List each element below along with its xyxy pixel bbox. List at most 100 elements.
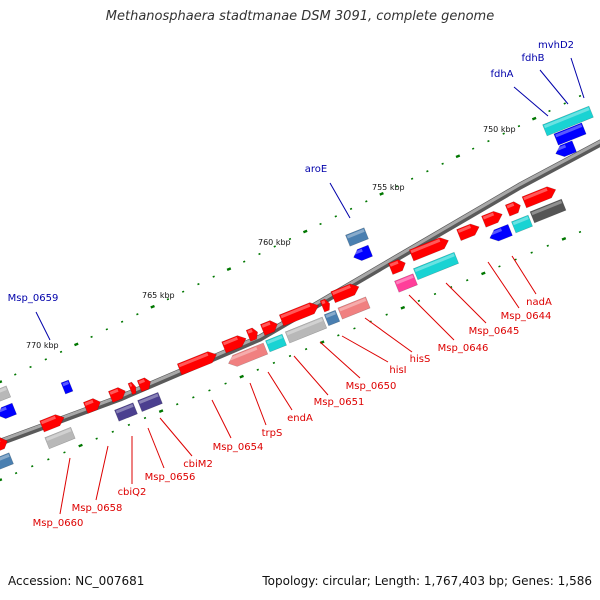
gene-label: cbiQ2 — [118, 487, 147, 498]
outer-tick-dot — [166, 298, 170, 301]
label-leader-line — [445, 282, 487, 324]
inner-tick-dot — [433, 292, 437, 296]
outer-tick-dot — [44, 358, 48, 361]
gene-label: Msp_0656 — [145, 472, 196, 483]
gene-feature — [345, 227, 369, 247]
gene-feature — [337, 296, 371, 320]
outer-tick-dot — [74, 342, 79, 347]
inner-tick-dot — [465, 279, 469, 282]
inner-tick-dot — [158, 409, 164, 413]
gene-feature — [260, 320, 278, 336]
gene-feature — [284, 316, 328, 344]
label-leader-line — [513, 86, 549, 117]
gene-feature — [44, 426, 76, 450]
label-leader-line — [539, 69, 569, 105]
gene-label: trpS — [262, 428, 283, 439]
outer-tick-dot — [288, 237, 292, 241]
gene-label: hisI — [389, 365, 406, 376]
inner-tick-dot — [481, 271, 486, 276]
label-leader-line — [211, 399, 232, 439]
gene-label: Msp_0658 — [72, 503, 123, 514]
inner-tick-dot — [578, 230, 582, 234]
kbp-tick-label: 760 kbp — [258, 238, 291, 247]
outer-tick-dot — [90, 335, 93, 338]
gene-label: Msp_0644 — [501, 311, 552, 322]
gene-feature — [137, 391, 163, 413]
inner-tick-dot — [127, 423, 131, 427]
inner-tick-dot — [0, 478, 3, 482]
kbp-tick-label: 755 kbp — [372, 183, 405, 192]
tick-dots — [0, 94, 582, 482]
label-leader-line — [267, 371, 293, 411]
outer-tick-dot — [471, 147, 475, 150]
inner-tick-dot — [561, 237, 567, 241]
gene-label: Msp_0659 — [8, 293, 59, 304]
label-leader-line — [341, 335, 389, 363]
gene-feature — [408, 237, 449, 262]
gene-feature — [227, 342, 269, 367]
outer-tick-dot — [181, 290, 185, 293]
label-leaders — [35, 57, 585, 515]
inner-tick-dot — [530, 251, 533, 254]
gene-label: hisS — [410, 354, 431, 365]
outer-tick-dot — [105, 328, 109, 331]
backbone-line — [0, 140, 600, 443]
inner-tick-dot — [30, 465, 34, 468]
inner-tick-dot — [63, 451, 66, 454]
gene-feature — [511, 214, 533, 234]
inner-tick-dot — [546, 244, 550, 247]
inner-tick-dot — [304, 347, 308, 351]
gene-feature — [39, 414, 65, 433]
outer-tick-dot — [548, 109, 551, 113]
label-leader-line — [95, 445, 109, 501]
outer-tick-dot — [319, 222, 322, 226]
outer-tick-dot — [226, 267, 232, 271]
gene-label: cbiM2 — [183, 459, 213, 470]
outer-tick-dot — [302, 229, 308, 234]
accession-text: Accession: NC_007681 — [8, 574, 145, 588]
gene-label: Msp_0646 — [438, 343, 489, 354]
gene-track — [0, 105, 594, 472]
inner-tick-dot — [143, 416, 147, 420]
outer-tick-dot — [395, 185, 399, 188]
inner-tick-dot — [192, 396, 195, 399]
inner-tick-dot — [239, 374, 244, 379]
outer-tick-dot — [455, 154, 461, 159]
gene-feature — [413, 251, 459, 281]
outer-tick-dot — [0, 380, 3, 384]
gene-feature — [60, 379, 74, 395]
gene-feature — [0, 385, 12, 403]
inner-tick-dot — [337, 334, 340, 337]
outer-tick-dot — [197, 283, 200, 286]
outer-tick-dot — [59, 350, 63, 354]
map-title: Methanosphaera stadtmanae DSM 3091, comp… — [105, 9, 495, 24]
gene-feature — [529, 198, 567, 224]
inner-tick-dot — [175, 403, 179, 406]
label-leader-line — [511, 255, 537, 295]
label-leader-line — [570, 57, 585, 99]
gene-feature — [0, 452, 14, 472]
outer-tick-dot — [29, 365, 32, 369]
gene-label: Msp_0651 — [314, 397, 365, 408]
inner-tick-dot — [208, 389, 211, 392]
outer-tick-dot — [212, 275, 215, 278]
inner-tick-dot — [256, 368, 260, 371]
inner-tick-dot — [417, 299, 421, 303]
gene-feature — [278, 302, 319, 327]
inner-tick-dot — [95, 437, 98, 440]
gene-label: Msp_0650 — [346, 381, 397, 392]
gene-feature — [554, 140, 577, 157]
gene-feature — [221, 335, 247, 354]
gene-feature — [504, 201, 521, 217]
outer-tick-dot — [563, 102, 566, 105]
gene-feature — [456, 223, 480, 242]
outer-tick-dot — [426, 170, 429, 173]
gene-feature — [542, 105, 594, 137]
outer-tick-dot — [273, 245, 276, 248]
outer-tick-dot — [150, 304, 155, 309]
outer-tick-dot — [365, 200, 368, 203]
inner-tick-dot — [385, 313, 388, 316]
outer-tick-dot — [136, 313, 139, 316]
outer-tick-dot — [349, 207, 353, 211]
label-leader-line — [147, 427, 165, 469]
